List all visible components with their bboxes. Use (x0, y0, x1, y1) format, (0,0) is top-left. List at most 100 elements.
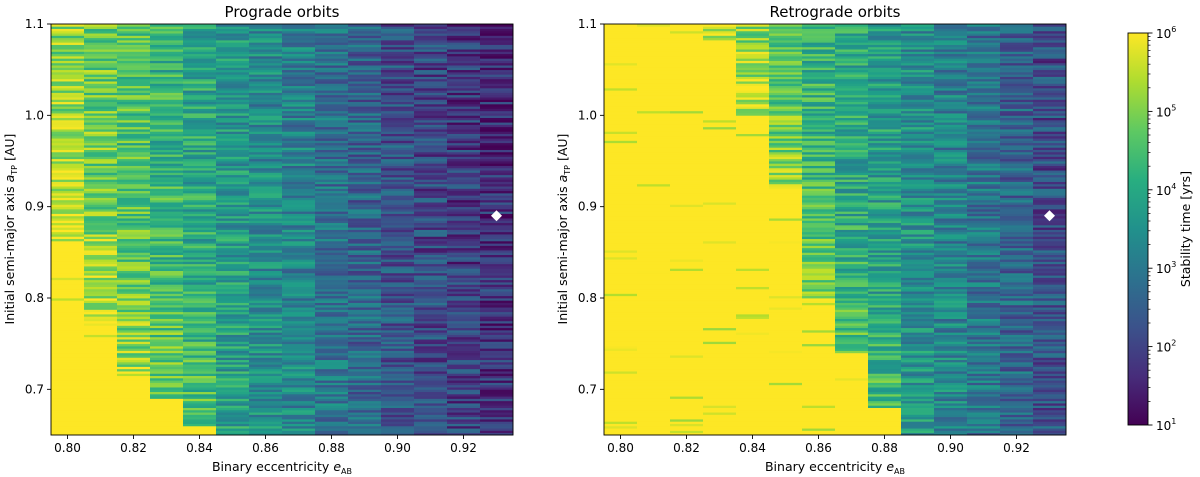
heatmap-column (604, 24, 638, 436)
heatmap-cell (637, 334, 671, 338)
heatmap-cell (934, 313, 968, 317)
heatmap-cell (315, 375, 349, 379)
heatmap-cell (736, 398, 770, 402)
heatmap-cell (282, 311, 316, 315)
heatmap-cell (216, 419, 250, 422)
heatmap-cell (117, 190, 151, 194)
heatmap-cell (802, 119, 836, 123)
heatmap-cell (637, 405, 671, 408)
heatmap-cell (637, 46, 671, 50)
heatmap-cell (249, 400, 283, 404)
heatmap-cell (868, 345, 902, 349)
heatmap-cell (736, 341, 770, 345)
heatmap-cell (414, 163, 448, 166)
heatmap-cell (604, 204, 638, 208)
heatmap-cell (835, 254, 869, 258)
heatmap-cell (282, 275, 316, 278)
heatmap-cell (216, 261, 250, 265)
heatmap-cell (637, 279, 671, 283)
heatmap-cell (901, 181, 935, 185)
heatmap-cell (835, 245, 869, 249)
heatmap-cell (1000, 165, 1034, 169)
heatmap-cell (51, 224, 85, 228)
heatmap-cell (117, 133, 151, 137)
heatmap-cell (381, 117, 415, 121)
heatmap-cell (183, 350, 217, 354)
heatmap-cell (84, 313, 118, 317)
heatmap-cell (934, 202, 968, 205)
heatmap-cell (604, 71, 638, 75)
heatmap-cell (901, 211, 935, 214)
heatmap-cell (249, 76, 283, 80)
heatmap-cell (249, 304, 283, 308)
heatmap-cell (348, 380, 382, 383)
heatmap-cell (1000, 407, 1034, 411)
heatmap-cell (703, 293, 737, 297)
heatmap-cell (150, 37, 184, 41)
heatmap-cell (868, 170, 902, 173)
heatmap-cell (637, 403, 671, 406)
heatmap-cell (1000, 131, 1034, 134)
heatmap-cell (282, 279, 316, 283)
heatmap-cell (315, 432, 349, 436)
heatmap-cell (934, 405, 968, 408)
heatmap-cell (183, 62, 217, 66)
heatmap-cell (1033, 364, 1067, 367)
heatmap-cell (117, 432, 151, 436)
heatmap-cell (216, 405, 250, 408)
heatmap-cell (381, 409, 415, 413)
heatmap-cell (51, 368, 85, 372)
heatmap-cell (447, 154, 481, 157)
heatmap-cell (315, 28, 349, 32)
heatmap-cell (604, 179, 638, 182)
heatmap-cell (216, 309, 250, 313)
heatmap-cell (868, 352, 902, 356)
heatmap-cell (769, 414, 803, 418)
heatmap-cell (84, 421, 118, 424)
heatmap-cell (835, 336, 869, 340)
heatmap-cell (1000, 325, 1034, 329)
heatmap-cell (51, 172, 85, 176)
heatmap-cell (1000, 302, 1034, 306)
heatmap-cell (802, 81, 836, 84)
heatmap-cell (769, 62, 803, 66)
heatmap-cell (249, 35, 283, 39)
heatmap-cell (249, 51, 283, 55)
heatmap-cell (868, 250, 902, 253)
heatmap-cell (51, 366, 85, 370)
heatmap-cell (480, 154, 514, 157)
heatmap-cell (216, 92, 250, 96)
heatmap-cell (183, 163, 217, 166)
heatmap-cell (967, 28, 1001, 32)
heatmap-cell (447, 60, 481, 64)
heatmap-cell (637, 409, 671, 413)
heatmap-cell (901, 359, 935, 363)
heatmap-cell (868, 202, 902, 205)
heatmap-cell (604, 231, 638, 235)
heatmap-cell (117, 65, 151, 68)
heatmap-cell (447, 99, 481, 103)
heatmap-cell (315, 30, 349, 34)
heatmap-cell (703, 355, 737, 358)
heatmap-cell (447, 145, 481, 148)
heatmap-cell (282, 74, 316, 77)
heatmap-cell (282, 33, 316, 36)
heatmap-cell (348, 55, 382, 59)
heatmap-cell (934, 30, 968, 34)
heatmap-cell (183, 161, 217, 164)
heatmap-cell (934, 71, 968, 75)
heatmap-cell (315, 382, 349, 386)
heatmap-cell (447, 158, 481, 162)
heatmap-cell (315, 352, 349, 356)
heatmap-cell (183, 318, 217, 322)
heatmap-cell (447, 400, 481, 404)
heatmap-cell (183, 298, 217, 301)
heatmap-cell (216, 272, 250, 276)
heatmap-cell (117, 229, 151, 233)
heatmap-cell (381, 295, 415, 299)
heatmap-cell (348, 343, 382, 347)
heatmap-cell (901, 154, 935, 157)
heatmap-cell (117, 58, 151, 61)
heatmap-cell (216, 165, 250, 169)
heatmap-cell (1000, 145, 1034, 148)
